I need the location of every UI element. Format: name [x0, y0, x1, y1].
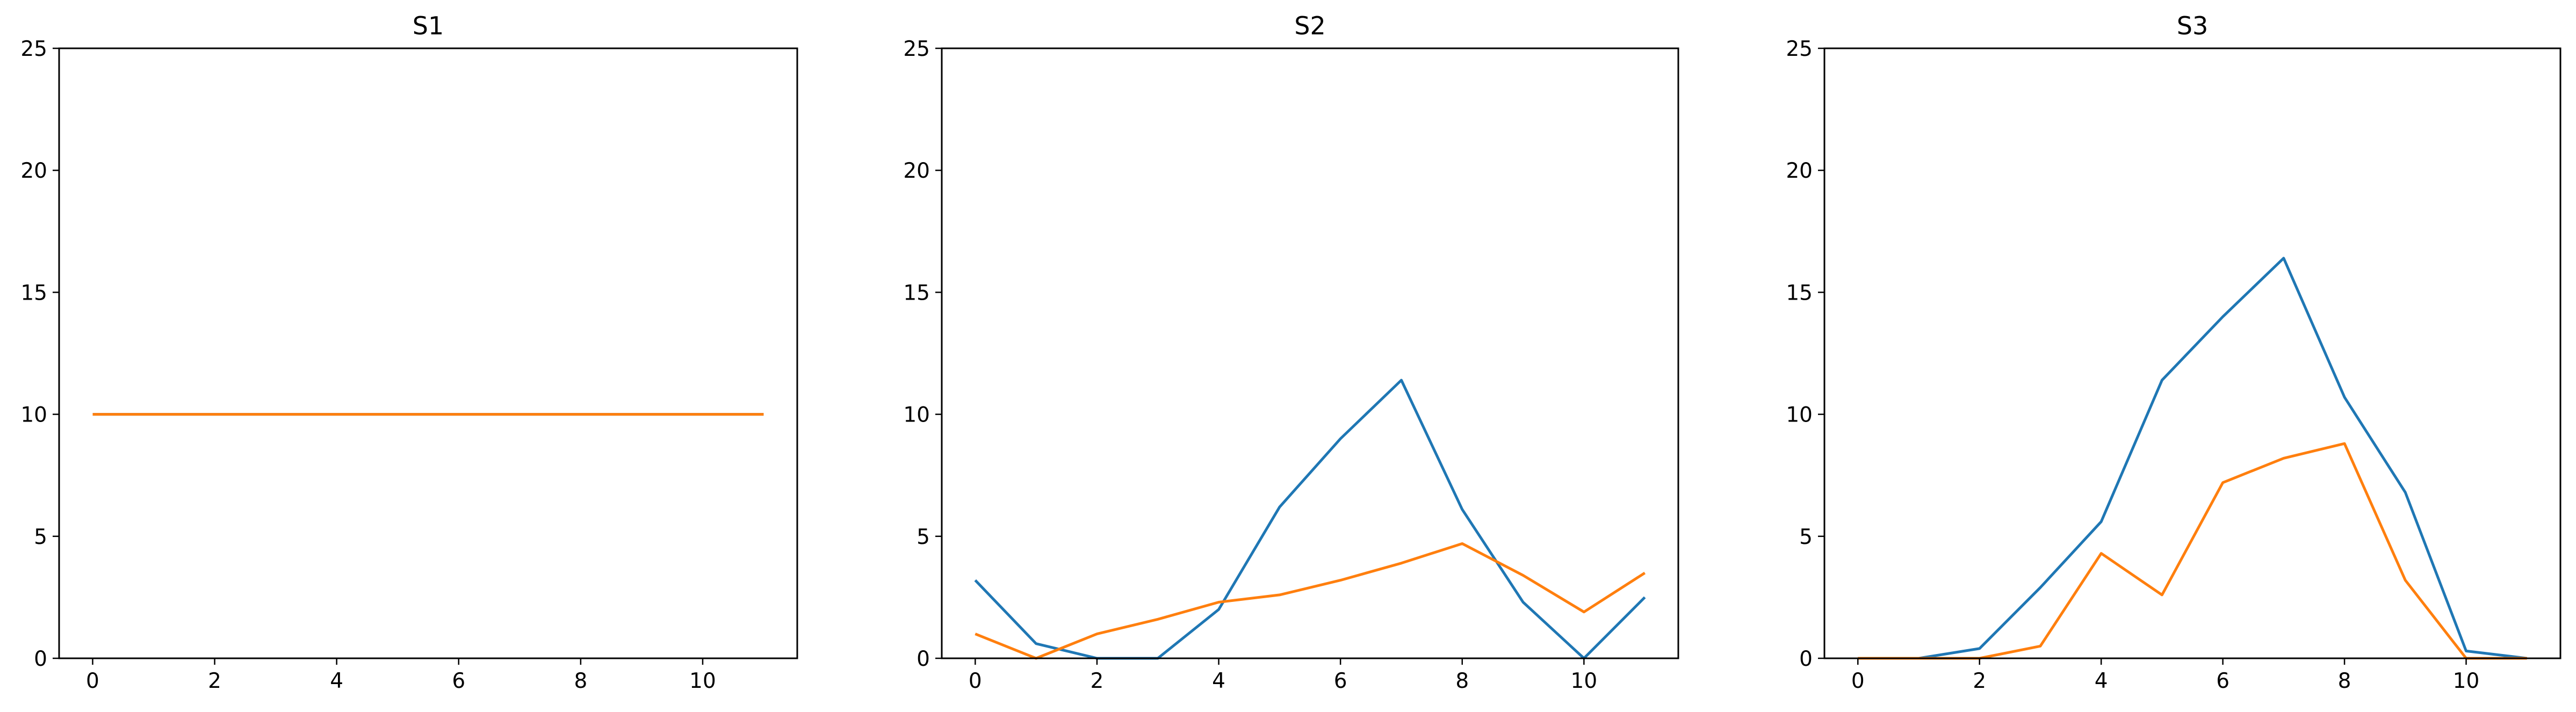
- x-tick-label: 6: [2216, 669, 2229, 693]
- x-tick-label: 10: [1571, 669, 1598, 693]
- y-tick-label: 5: [917, 525, 930, 549]
- x-tick-label: 8: [2338, 669, 2351, 693]
- x-tick-label: 2: [208, 669, 221, 693]
- series-line-1: [1858, 257, 2527, 660]
- x-tick-label: 0: [86, 669, 99, 693]
- y-tick-label: 20: [20, 159, 47, 183]
- y-tick-label: 20: [1786, 159, 1813, 183]
- plot-frame: [1823, 47, 2561, 659]
- y-tick-label: 10: [20, 403, 47, 427]
- x-tick-label: 2: [1091, 669, 1104, 693]
- y-tick-label: 25: [1786, 37, 1813, 61]
- x-tick-label: 4: [1212, 669, 1225, 693]
- x-tick-label: 0: [969, 669, 982, 693]
- series-line-2: [975, 542, 1646, 660]
- plot-frame: [58, 47, 798, 659]
- x-tick-label: 4: [330, 669, 343, 693]
- x-tick-label: 8: [1455, 669, 1469, 693]
- y-tick-label: 15: [1786, 281, 1813, 305]
- x-tick-label: 10: [2453, 669, 2480, 693]
- y-tick-label: 0: [34, 647, 47, 671]
- x-tick-label: 6: [1334, 669, 1347, 693]
- chart-title: S3: [2177, 11, 2208, 40]
- y-tick-label: 5: [1799, 525, 1813, 549]
- series-line-1: [974, 379, 1646, 660]
- y-tick-label: 25: [20, 37, 47, 61]
- x-tick-label: 6: [452, 669, 465, 693]
- chart-title: S1: [413, 11, 444, 40]
- y-tick-label: 10: [903, 403, 930, 427]
- y-tick-label: 0: [1799, 647, 1813, 671]
- y-tick-label: 15: [903, 281, 930, 305]
- chart-panel-2: 0 2 4 6 8 10 0 5 10 15 20 25 S2: [903, 11, 1679, 693]
- plot-frame: [941, 47, 1679, 659]
- x-tick-label: 0: [1851, 669, 1865, 693]
- x-tick-label: 4: [2095, 669, 2108, 693]
- y-tick-label: 20: [903, 159, 930, 183]
- y-tick-label: 25: [903, 37, 930, 61]
- x-tick-label: 2: [1973, 669, 1986, 693]
- y-tick-label: 0: [917, 647, 930, 671]
- x-tick-label: 8: [574, 669, 587, 693]
- y-tick-label: 15: [20, 281, 47, 305]
- y-tick-label: 10: [1786, 403, 1813, 427]
- chart-panel-3: 0 2 4 6 8 10 0 5 10 15 20 25 S3: [1786, 11, 2561, 693]
- chart-title: S2: [1294, 11, 1325, 40]
- chart-panel-1: 0 2 4 6 8 10 0 5 10 15 20 25 S1: [20, 11, 798, 693]
- y-tick-label: 5: [34, 525, 47, 549]
- x-tick-label: 10: [689, 669, 716, 693]
